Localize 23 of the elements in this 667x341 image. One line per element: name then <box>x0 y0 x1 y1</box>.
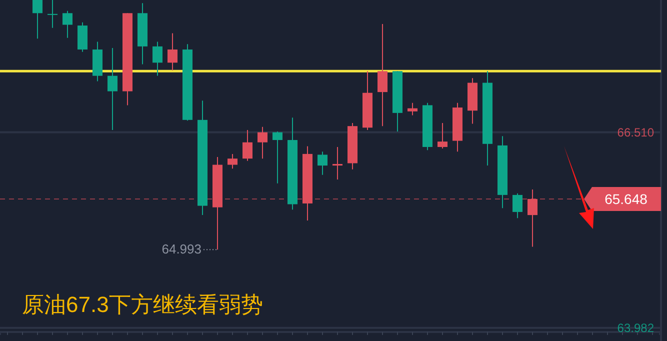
candlestick <box>48 0 58 28</box>
candlestick <box>152 41 162 76</box>
candlestick <box>168 32 178 71</box>
candlestick <box>272 131 282 184</box>
ref-line-label: 65.648 <box>604 190 648 207</box>
candlestick <box>242 129 252 162</box>
candlestick <box>528 189 538 248</box>
y-tick-label: 66.510 <box>617 125 654 140</box>
candlestick <box>108 47 118 130</box>
candlestick <box>332 146 342 180</box>
candlestick <box>32 0 42 40</box>
candlestick <box>512 192 522 219</box>
candlestick <box>78 22 88 52</box>
candlestick <box>228 153 238 170</box>
annotation: 原油67.3下方继续看弱势 <box>22 292 263 317</box>
candlestick <box>62 10 72 38</box>
candlestick <box>438 122 448 150</box>
candlestick <box>408 102 418 116</box>
candlestick <box>318 151 328 176</box>
y-tick-label: 63.982 <box>617 320 654 335</box>
candlestick <box>378 23 388 127</box>
annotation: 64.993 <box>162 242 202 257</box>
candlestick <box>258 126 268 160</box>
